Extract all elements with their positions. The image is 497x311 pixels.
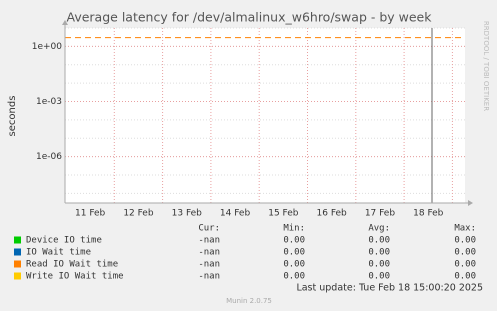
legend-header: Min: — [283, 224, 305, 234]
x-axis-arrow — [468, 200, 473, 206]
x-tick-label: 14 Feb — [220, 209, 251, 219]
legend-header: Avg: — [368, 224, 390, 234]
legend-cell: 0.00 — [454, 260, 476, 270]
side-text: RRDTOOL / TOBI OETIKER — [482, 21, 490, 111]
legend-swatch — [14, 260, 21, 268]
legend-swatch — [14, 236, 21, 244]
legend-cell: 0.00 — [368, 260, 390, 270]
legend-name: Device IO time — [26, 236, 102, 246]
legend-cell: 0.00 — [368, 248, 390, 258]
y-tick-label: 1e-03 — [36, 97, 62, 107]
grid — [65, 27, 465, 203]
legend-cell: -nan — [198, 248, 220, 258]
legend-cell: -nan — [198, 236, 220, 246]
y-tick-label: 1e-06 — [36, 152, 62, 162]
legend-header: Max: — [454, 224, 476, 234]
x-tick-label: 16 Feb — [317, 209, 348, 219]
legend-name: IO Wait time — [26, 248, 91, 258]
x-tick-label: 17 Feb — [365, 209, 396, 219]
legend-cell: -nan — [198, 260, 220, 270]
legend-cell: 0.00 — [283, 248, 305, 258]
legend: Cur: Min: Avg: Max: Device IO time -nan 0.00 0.… — [14, 224, 476, 282]
legend-name: Write IO Wait time — [26, 272, 124, 282]
footer: Munin 2.0.75 — [226, 297, 272, 305]
plot-area — [65, 28, 465, 203]
y-axis-label: seconds — [7, 96, 18, 137]
legend-cell: 0.00 — [454, 236, 476, 246]
y-axis-arrow — [62, 20, 68, 25]
legend-name: Read IO Wait time — [26, 260, 118, 270]
y-tick-label: 1e+00 — [32, 42, 63, 52]
chart-title: Average latency for /dev/almalinux_w6hro… — [67, 10, 433, 25]
x-tick-label: 11 Feb — [75, 209, 106, 219]
legend-cell: 0.00 — [283, 260, 305, 270]
legend-cell: 0.00 — [454, 272, 476, 282]
legend-swatch — [14, 248, 21, 256]
legend-cell: 0.00 — [283, 272, 305, 282]
legend-header: Cur: — [198, 224, 220, 234]
legend-cell: 0.00 — [368, 236, 390, 246]
x-tick-label: 12 Feb — [123, 209, 154, 219]
legend-cell: 0.00 — [283, 236, 305, 246]
legend-cell: 0.00 — [368, 272, 390, 282]
x-tick-label: 18 Feb — [413, 209, 444, 219]
legend-cell: 0.00 — [454, 248, 476, 258]
legend-swatch — [14, 272, 21, 280]
last-update: Last update: Tue Feb 18 15:00:20 2025 — [296, 283, 483, 294]
x-tick-label: 13 Feb — [172, 209, 203, 219]
legend-cell: -nan — [198, 272, 220, 282]
x-tick-label: 15 Feb — [268, 209, 299, 219]
